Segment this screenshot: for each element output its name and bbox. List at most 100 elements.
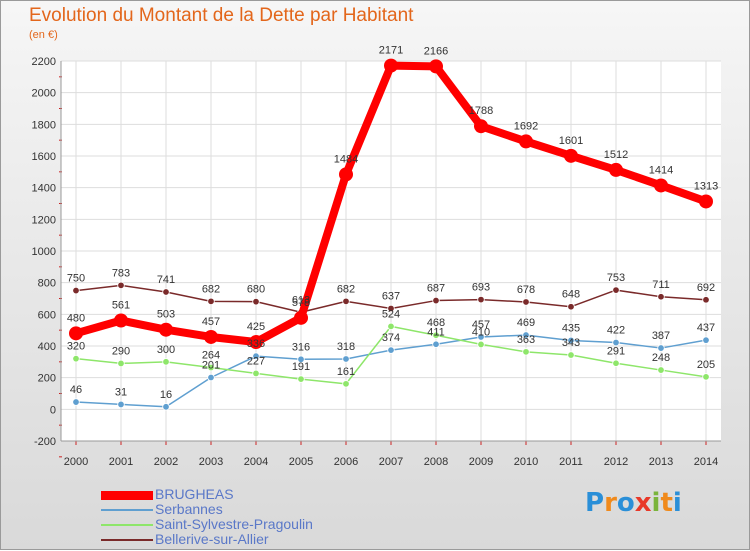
series-point-1: [72, 398, 80, 406]
x-tick-label: 2002: [154, 456, 178, 468]
series-point-3: [72, 286, 80, 295]
series-point-3: [432, 296, 440, 305]
y-tick-label: 2200: [32, 56, 56, 68]
series-point-3: [387, 304, 395, 313]
series-point-1: [432, 340, 440, 348]
series-point-0: [609, 162, 623, 177]
series-point-1: [207, 373, 215, 382]
data-label: 561: [112, 300, 130, 312]
y-tick-label: 200: [38, 373, 56, 385]
series-point-3: [657, 293, 665, 301]
series-point-2: [342, 380, 350, 388]
x-tick-label: 2012: [604, 456, 628, 468]
data-label: 1484: [334, 153, 358, 165]
data-label: 343: [562, 337, 580, 349]
y-tick-label: 800: [38, 278, 56, 290]
data-label: 457: [202, 316, 220, 328]
series-point-2: [207, 363, 215, 372]
data-label: 648: [562, 289, 580, 301]
series-point-3: [252, 297, 260, 306]
series-point-3: [207, 297, 215, 306]
logo-letter: r: [604, 488, 617, 518]
series-point-0: [564, 148, 578, 163]
series-point-2: [252, 369, 260, 378]
data-label: 1414: [649, 164, 673, 176]
data-label: 336: [247, 338, 265, 350]
data-label: 422: [607, 325, 625, 337]
x-tick-label: 2001: [109, 456, 133, 468]
chart-unit-subtitle: (en €): [29, 29, 58, 41]
series-point-0: [294, 310, 308, 325]
series-point-1: [342, 355, 350, 363]
x-tick-label: 2010: [514, 456, 538, 468]
legend-label: Bellerive-sur-Allier: [155, 531, 269, 547]
legend-swatch: [101, 539, 153, 541]
data-label: 613: [292, 294, 310, 306]
series-point-2: [162, 358, 170, 366]
data-label: 524: [382, 308, 400, 320]
series-point-2: [567, 351, 575, 359]
series-point-2: [522, 348, 530, 356]
data-label: 1512: [604, 149, 628, 161]
legend-label: Serbannes: [155, 501, 223, 517]
data-label: 46: [70, 384, 82, 396]
series-point-3: [522, 298, 530, 306]
data-label: 205: [697, 359, 715, 371]
data-label: 2166: [424, 45, 448, 57]
series-point-2: [612, 359, 620, 367]
series-point-0: [204, 329, 218, 344]
series-point-3: [702, 296, 710, 304]
data-label: 682: [337, 283, 355, 295]
data-label: 693: [472, 282, 490, 294]
data-label: 320: [67, 341, 85, 353]
x-tick-label: 2006: [334, 456, 358, 468]
logo-letter: i: [651, 488, 661, 518]
data-label: 637: [382, 290, 400, 302]
data-label: 682: [202, 283, 220, 295]
series-point-2: [297, 375, 305, 383]
data-label: 300: [157, 344, 175, 356]
data-label: 411: [427, 326, 445, 338]
y-tick-label: 600: [38, 309, 56, 321]
data-label: 468: [427, 317, 445, 329]
series-point-3: [612, 286, 620, 294]
data-label: 290: [112, 345, 130, 357]
series-point-1: [387, 346, 395, 354]
x-tick-label: 2014: [694, 456, 718, 468]
series-point-1: [162, 403, 170, 411]
series-point-1: [702, 336, 710, 344]
data-labels: 480 561 503 457 425 578 1484 2171 2166 1788 1692 16…: [67, 45, 718, 401]
series-point-0: [384, 58, 398, 73]
series-point-0: [159, 322, 173, 337]
data-label: 1601: [559, 135, 583, 147]
data-label: 480: [67, 312, 85, 324]
data-label: 692: [697, 282, 715, 294]
x-tick-label: 2000: [64, 456, 88, 468]
series-point-3: [162, 288, 170, 296]
data-label: 1788: [469, 105, 493, 117]
data-label: 753: [607, 272, 625, 284]
series-point-3: [567, 303, 575, 311]
data-label: 2171: [379, 45, 403, 57]
series-point-1: [477, 333, 485, 341]
series-point-0: [69, 326, 83, 341]
logo-letter: i: [672, 488, 682, 518]
logo-letter: P: [585, 488, 605, 518]
x-tick-label: 2009: [469, 456, 493, 468]
series-point-2: [657, 366, 665, 374]
data-label: 503: [157, 309, 175, 321]
series-point-0: [429, 59, 443, 74]
legend-swatch: [101, 490, 153, 500]
data-label: 227: [247, 355, 265, 367]
legend-label: BRUGHEAS: [155, 486, 234, 502]
data-label: 374: [382, 332, 400, 344]
series-point-1: [252, 352, 260, 360]
series-point-0: [699, 194, 713, 209]
legend-swatch: [101, 509, 153, 511]
data-label: 248: [652, 352, 670, 364]
series-point-3: [477, 295, 485, 304]
data-label: 410: [472, 326, 490, 338]
data-label: 1692: [514, 120, 538, 132]
data-label: 469: [517, 317, 535, 329]
